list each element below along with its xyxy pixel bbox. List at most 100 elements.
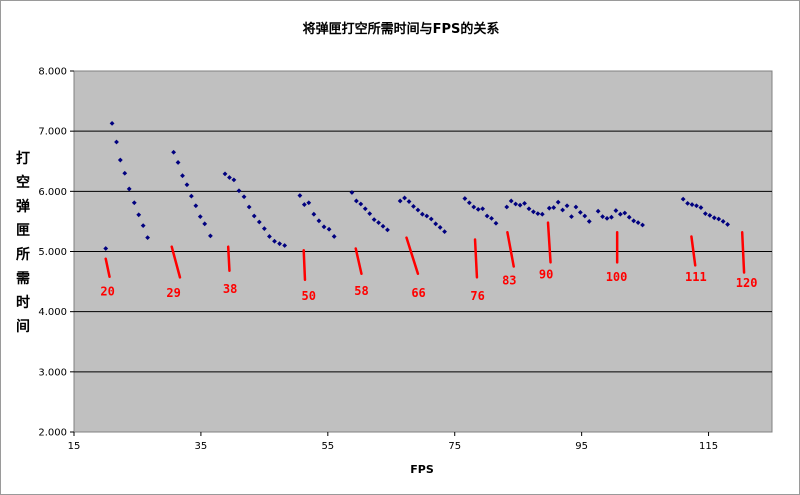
data-point-11 <box>175 160 181 165</box>
data-point-21 <box>231 177 237 183</box>
data-point-82 <box>569 214 574 220</box>
data-point-51 <box>406 199 412 204</box>
data-point-4 <box>122 170 128 176</box>
y-axis-label-char-1: 空 <box>16 174 30 191</box>
annotation-marker-1 <box>170 245 182 279</box>
y-axis-ticks: 2.000 3.000 4.000 5.000 6.000 7.000 8.000 <box>38 67 74 439</box>
data-point-0 <box>103 246 109 251</box>
data-point-15 <box>193 203 199 209</box>
y-tick-label-5: 7.000 <box>38 127 67 138</box>
data-point-96 <box>635 220 641 226</box>
annotation-marker-11 <box>740 230 746 274</box>
annotation-label-5: 66 <box>411 286 425 300</box>
data-point-8 <box>140 223 146 229</box>
data-point-69 <box>508 198 514 204</box>
data-point-97 <box>640 222 645 228</box>
annotation-label-6: 76 <box>470 289 484 303</box>
x-tick-label-2: 55 <box>321 441 334 452</box>
annotation-marker-6 <box>473 238 479 279</box>
data-point-92 <box>617 211 623 217</box>
data-point-88 <box>600 214 605 220</box>
data-point-60 <box>462 196 468 201</box>
data-point-102 <box>698 205 704 210</box>
data-point-64 <box>480 206 486 212</box>
data-point-17 <box>202 221 208 227</box>
y-axis-label-char-7: 间 <box>16 318 30 335</box>
x-tick-label-3: 75 <box>448 441 461 452</box>
data-point-45 <box>371 217 377 223</box>
data-point-57 <box>433 221 439 227</box>
data-point-58 <box>437 225 443 230</box>
data-point-23 <box>241 194 247 200</box>
data-point-93 <box>622 210 628 216</box>
data-point-44 <box>367 211 373 216</box>
data-point-53 <box>415 207 421 213</box>
data-point-79 <box>555 199 561 205</box>
x-tick-label-1: 35 <box>195 441 208 452</box>
data-point-6 <box>131 200 137 206</box>
data-point-107 <box>720 219 726 224</box>
data-point-41 <box>353 198 359 204</box>
data-point-75 <box>535 211 541 216</box>
annotation-label-10: 111 <box>685 270 707 284</box>
y-axis-label-char-6: 时 <box>16 294 30 311</box>
data-point-94 <box>626 214 632 220</box>
data-point-50 <box>402 195 407 201</box>
x-tick-label-4: 95 <box>575 441 588 452</box>
data-point-34 <box>306 200 312 206</box>
data-point-61 <box>466 200 472 206</box>
annotation-marker-5 <box>405 236 420 276</box>
x-axis-label: FPS <box>410 463 434 476</box>
data-point-10 <box>171 149 177 155</box>
annotation-label-2: 38 <box>223 282 237 296</box>
data-point-108 <box>725 222 730 227</box>
data-point-78 <box>551 205 557 210</box>
data-point-74 <box>531 209 536 215</box>
data-point-54 <box>419 211 425 217</box>
data-point-99 <box>685 200 691 206</box>
data-point-1 <box>109 120 115 126</box>
y-tick-label-6: 8.000 <box>38 67 67 78</box>
y-tick-label-1: 3.000 <box>38 367 67 378</box>
data-point-31 <box>282 243 288 248</box>
data-point-66 <box>489 216 494 221</box>
y-tick-label-2: 4.000 <box>38 307 67 318</box>
data-point-77 <box>546 205 552 211</box>
y-tick-label-3: 5.000 <box>38 247 67 258</box>
data-point-9 <box>145 235 151 241</box>
data-point-25 <box>251 213 257 219</box>
data-point-22 <box>236 188 242 194</box>
data-point-91 <box>613 208 619 213</box>
data-point-42 <box>358 201 364 207</box>
x-tick-label-0: 15 <box>68 441 81 452</box>
annotation-marker-0 <box>104 257 111 279</box>
x-axis-ticks: 15 35 55 75 95 115 <box>68 432 718 452</box>
data-point-81 <box>564 203 570 209</box>
y-tick-label-4: 6.000 <box>38 187 67 198</box>
data-point-71 <box>517 202 523 208</box>
annotation-marker-2 <box>226 245 231 273</box>
data-point-56 <box>428 216 434 222</box>
data-point-67 <box>493 220 499 226</box>
data-point-27 <box>261 226 267 232</box>
data-point-59 <box>442 229 447 235</box>
data-point-100 <box>689 202 695 207</box>
data-point-2 <box>114 139 119 145</box>
data-point-87 <box>595 208 601 214</box>
annotation-marker-8 <box>546 221 552 264</box>
data-point-68 <box>504 204 510 210</box>
data-point-65 <box>484 213 490 219</box>
y-axis-label-char-2: 弹 <box>16 198 30 215</box>
annotation-marker-7 <box>506 230 515 268</box>
data-point-28 <box>267 234 272 239</box>
data-point-39 <box>331 234 337 239</box>
data-point-76 <box>539 211 545 217</box>
data-point-48 <box>385 227 390 233</box>
data-point-73 <box>526 206 532 212</box>
data-point-35 <box>311 211 317 217</box>
data-point-72 <box>522 200 527 206</box>
data-point-103 <box>702 211 708 216</box>
data-point-70 <box>513 201 519 207</box>
